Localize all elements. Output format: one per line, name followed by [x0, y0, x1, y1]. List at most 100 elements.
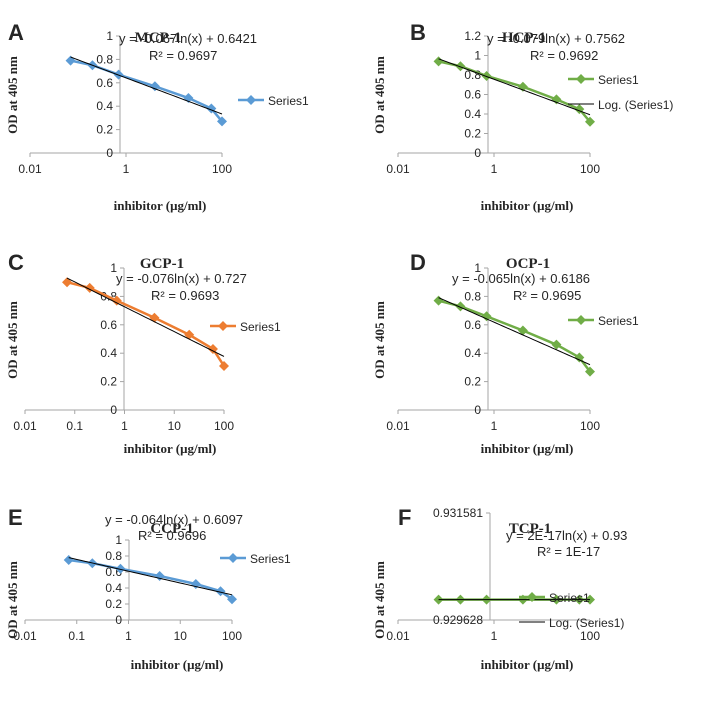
data-point	[433, 295, 444, 306]
x-tick-label: 1	[121, 419, 128, 433]
r-squared-label: R² = 0.9692	[530, 48, 598, 63]
r-squared-label: R² = 0.9697	[149, 48, 217, 63]
chart-panel-f: F TCP-1 0.929628 0.931581 0.01 1 100 inhibitor …	[372, 505, 627, 672]
y-tick-label: 0.8	[105, 549, 122, 563]
panel-letter: B	[410, 20, 426, 45]
data-point	[551, 339, 562, 350]
x-tick-label: 0.1	[66, 419, 83, 433]
data-point	[115, 563, 126, 574]
r-squared-label: R² = 0.9695	[513, 288, 581, 303]
y-tick-label: 1	[106, 29, 113, 43]
y-tick-label: 0	[110, 403, 117, 417]
legend-series-marker	[228, 553, 238, 563]
series-line	[70, 59, 223, 123]
y-tick-label: 0	[106, 146, 113, 160]
y-tick-label: 0.929628	[433, 613, 483, 627]
y-tick-label: 0.4	[464, 107, 481, 121]
x-tick-label: 0.01	[13, 419, 37, 433]
panel-letter: D	[410, 250, 426, 275]
x-tick-label: 100	[214, 419, 234, 433]
y-tick-label: 0.4	[105, 581, 122, 595]
data-point	[62, 277, 73, 288]
trendline	[70, 56, 223, 115]
panel-letter: E	[8, 505, 23, 530]
chart-title: CCP-1	[150, 521, 193, 537]
panel-letter: C	[8, 250, 24, 275]
x-tick-label: 100	[212, 162, 232, 176]
legend-series-label: Series1	[598, 73, 639, 87]
y-tick-label: 0.931581	[433, 506, 483, 520]
trendline-equation: y = 2E-17ln(x) + 0.93	[506, 528, 627, 543]
y-tick-label: 1	[474, 49, 481, 63]
chart-title: HCP-1	[502, 30, 546, 46]
legend-series-label: Series1	[240, 320, 281, 334]
legend-series-marker	[576, 74, 586, 84]
data-point	[481, 70, 492, 81]
x-tick-label: 0.01	[18, 162, 42, 176]
r-squared-label: R² = 1E-17	[537, 544, 600, 559]
x-tick-label: 0.01	[386, 629, 410, 643]
y-tick-label: 1	[474, 261, 481, 275]
legend-series-marker	[246, 95, 256, 105]
data-point	[433, 56, 444, 67]
y-tick-label: 0	[115, 613, 122, 627]
x-axis-label: inhibitor (μg/ml)	[124, 441, 217, 456]
panel-letter: A	[8, 20, 24, 45]
trendline	[438, 58, 591, 116]
panel-letter: F	[398, 505, 411, 530]
trendline	[438, 297, 591, 366]
y-tick-label: 1	[115, 533, 122, 547]
data-point	[455, 61, 466, 72]
y-tick-label: 0	[474, 146, 481, 160]
chart-panel-d: D OCP-1 0 0.2 0.4 0.6 0.8 1 0.01 1 100 inhibitor (μ…	[372, 250, 639, 456]
y-tick-label: 0.6	[464, 318, 481, 332]
legend-series-label: Series1	[268, 94, 309, 108]
r-squared-label: R² = 0.9696	[138, 528, 206, 543]
chart-panel-b: B HCP-100.20.40.60.811.20.01 1 100inhibitor…	[372, 20, 673, 213]
legend-series-marker	[527, 592, 537, 602]
x-axis-label: inhibitor (μg/ml)	[114, 198, 207, 213]
y-tick-label: 0.4	[464, 346, 481, 360]
x-tick-label: 0.1	[68, 629, 85, 643]
x-tick-label: 0.01	[386, 419, 410, 433]
y-tick-label: 0.8	[464, 289, 481, 303]
chart-panel-c: C GCP-100.20.40.60.810.01 0.1 1 10 100inhibit…	[5, 250, 281, 456]
trendline-equation: y = -0.067ln(x) + 0.6421	[119, 31, 257, 46]
x-tick-label: 10	[174, 629, 188, 643]
series-line	[438, 299, 592, 373]
x-tick-label: 1	[491, 419, 498, 433]
x-tick-label: 100	[580, 162, 600, 176]
trendline-equation: y = -0.064ln(x) + 0.6097	[105, 512, 243, 527]
chart-title: GCP-1	[140, 256, 184, 272]
trendline-equation: y = -0.079ln(x) + 0.7562	[487, 31, 625, 46]
trendline	[68, 557, 233, 596]
y-axis-label: OD at 405 nm	[372, 301, 387, 379]
y-tick-label: 0.6	[464, 88, 481, 102]
y-axis-label: OD at 405 nm	[372, 56, 387, 134]
legend-trendline-label: Log. (Series1)	[549, 616, 624, 630]
data-point	[227, 594, 237, 605]
chart-title: MCP-1	[135, 30, 182, 46]
x-tick-label: 0.01	[13, 629, 37, 643]
y-tick-label: 0.2	[100, 375, 117, 389]
x-tick-label: 100	[580, 419, 600, 433]
data-point	[574, 352, 585, 363]
data-point	[215, 586, 226, 597]
x-axis-label: inhibitor (μg/ml)	[481, 657, 574, 672]
y-tick-label: 0.2	[105, 597, 122, 611]
r-squared-label: R² = 0.9693	[151, 288, 219, 303]
y-axis-label: OD at 405 nm	[5, 301, 20, 379]
y-axis-label: OD at 405 nm	[5, 56, 20, 134]
y-tick-label: 1.2	[464, 29, 481, 43]
y-axis-label: OD at 405 nm	[5, 561, 20, 639]
x-tick-label: 0.01	[386, 162, 410, 176]
x-tick-label: 1	[491, 629, 498, 643]
legend-series-marker	[576, 315, 586, 325]
legend-series-label: Series1	[549, 591, 590, 605]
chart-panel-e: E CCP-100.20.40.60.810.01 0.1 1 10 100inhibit…	[5, 505, 291, 672]
x-tick-label: 100	[222, 629, 242, 643]
x-axis-label: inhibitor (μg/ml)	[481, 441, 574, 456]
data-point	[149, 81, 160, 92]
y-tick-label: 1	[110, 261, 117, 275]
y-axis-label: OD at 405 nm	[372, 561, 387, 639]
